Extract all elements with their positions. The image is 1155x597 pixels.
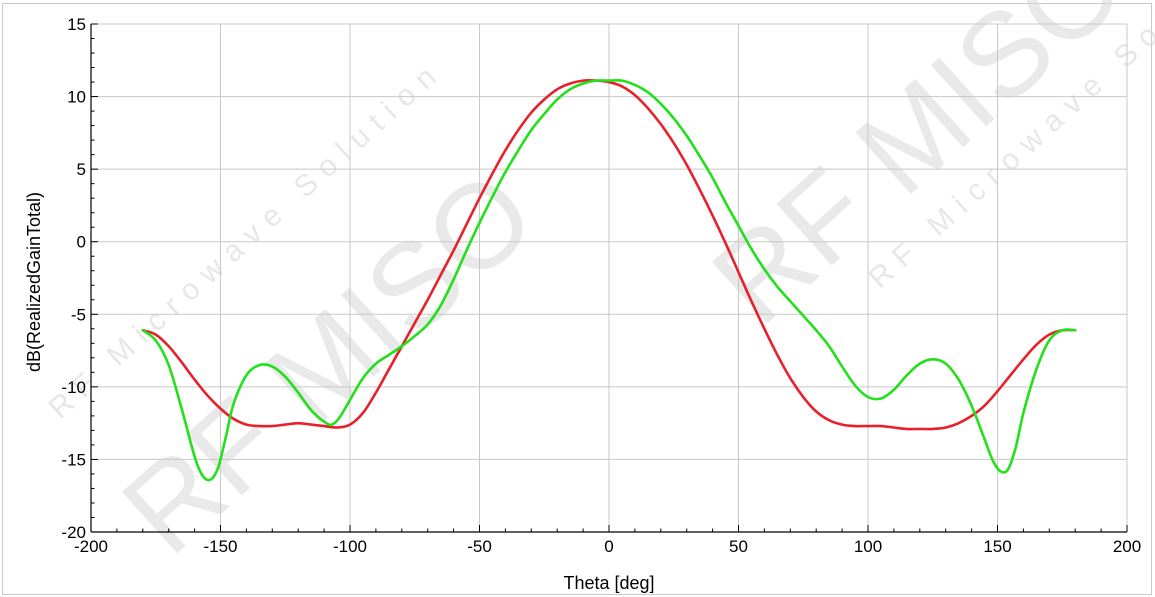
x-tick-label-8: 200: [1113, 537, 1141, 556]
y-tick-label-1: -15: [61, 450, 86, 469]
series-lines: [141, 78, 1077, 482]
chart-frame: [2, 3, 1152, 595]
x-tick-label-5: 50: [729, 537, 748, 556]
series-line-0: [141, 79, 1077, 431]
series-line-1: [141, 78, 1077, 482]
y-tick-label-2: -10: [61, 378, 86, 397]
y-tick-label-5: 5: [77, 160, 86, 179]
x-tick-label-0: -200: [74, 537, 108, 556]
x-tick-label-6: 100: [854, 537, 882, 556]
y-tick-label-4: 0: [77, 233, 86, 252]
x-tick-label-4: 0: [604, 537, 613, 556]
y-tick-label-7: 15: [67, 15, 86, 34]
tick-labels: -200 -150 -100 -50 0 50 100 150 200-20-15-10-505…: [61, 15, 1141, 556]
x-tick-label-7: 150: [983, 537, 1011, 556]
x-tick-label-1: -150: [203, 537, 237, 556]
x-tick-label-2: -100: [333, 537, 367, 556]
watermark: RF MISO RF MISO RF Microwave Solution RF…: [43, 0, 1155, 579]
y-axis-title: dB(RealizedGainTotal): [24, 192, 44, 372]
x-tick-label-3: -50: [467, 537, 492, 556]
y-tick-label-3: -5: [71, 305, 86, 324]
x-axis-title: Theta [deg]: [563, 573, 654, 593]
y-tick-label-0: -20: [61, 523, 86, 542]
y-tick-label-6: 10: [67, 88, 86, 107]
gridlines: [91, 23, 1128, 532]
watermark-brand-2: RF MISO: [688, 0, 1149, 349]
axes: [90, 23, 1128, 533]
